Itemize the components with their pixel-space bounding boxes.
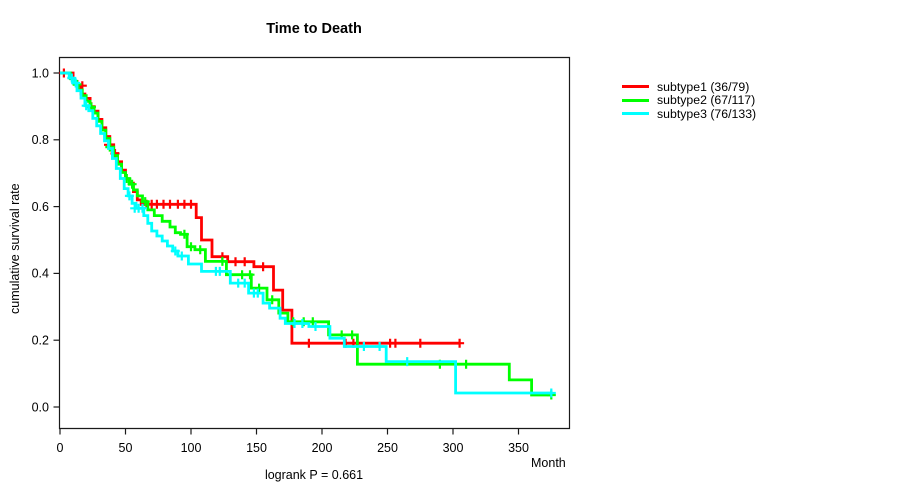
censor-marks-subtype2 <box>72 79 556 400</box>
x-axis-tick-label: 250 <box>377 441 398 455</box>
survival-curve-subtype2 <box>60 71 552 397</box>
legend-label-subtype2: subtype2 (67/117) <box>657 93 756 108</box>
x-axis-tick-label: 50 <box>119 441 133 455</box>
x-axis-tick-label: 200 <box>312 441 333 455</box>
plot-box <box>58 56 571 430</box>
legend: subtype1 (36/79) subtype2 (67/117) subty… <box>622 80 756 121</box>
x-axis-tick-label: 100 <box>181 441 202 455</box>
y-axis-tick-label: 0.0 <box>32 400 49 414</box>
legend-row-subtype3: subtype3 (76/133) <box>622 107 756 121</box>
survival-curve-subtype3 <box>60 71 552 395</box>
y-axis-tick-label: 0.8 <box>32 133 49 147</box>
y-axis-tick-label: 0.4 <box>32 267 49 281</box>
censor-marks-subtype1 <box>59 68 465 348</box>
x-axis-tick-label: 0 <box>57 441 64 455</box>
legend-line-subtype1 <box>622 85 649 89</box>
y-axis-tick-label: 0.6 <box>32 200 49 214</box>
x-axis-tick-label: 150 <box>246 441 267 455</box>
censor-marks-subtype3 <box>67 73 556 398</box>
legend-label-subtype3: subtype3 (76/133) <box>657 106 757 121</box>
x-axis-tick-label: 350 <box>508 441 529 455</box>
legend-label-subtype1: subtype1 (36/79) <box>657 79 750 94</box>
x-axis-tick-label: 300 <box>443 441 464 455</box>
logrank-p-text: logrank P = 0.661 <box>264 468 364 482</box>
legend-row-subtype2: subtype2 (67/117) <box>622 93 756 108</box>
y-axis-label: cumulative survival rate <box>8 183 22 314</box>
survival-curve-subtype1 <box>60 71 460 345</box>
x-axis-label: Month <box>531 456 566 470</box>
legend-row-subtype1: subtype1 (36/79) <box>622 80 756 94</box>
legend-line-subtype2 <box>622 98 649 102</box>
y-axis-tick-label: 0.2 <box>32 334 49 348</box>
y-axis-tick-label: 1.0 <box>32 66 49 80</box>
legend-line-subtype3 <box>622 112 649 116</box>
page-title: Time to Death <box>266 21 362 37</box>
